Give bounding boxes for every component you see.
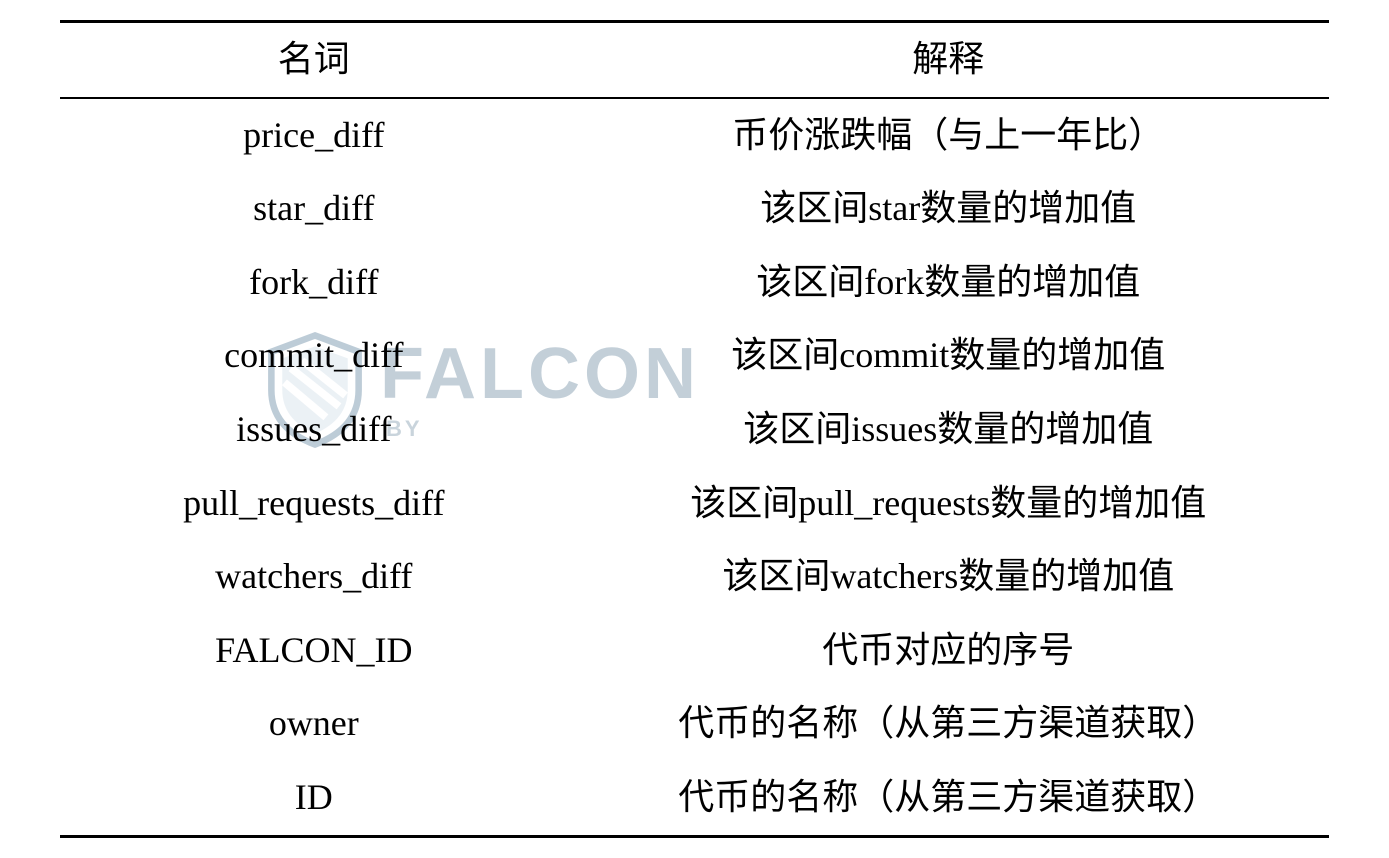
term-cell: commit_diff	[60, 319, 568, 393]
desc-cell: 代币的名称（从第三方渠道获取）	[568, 687, 1329, 761]
table-row: pull_requests_diff 该区间pull_requests数量的增加…	[60, 467, 1329, 541]
term-cell: price_diff	[60, 98, 568, 173]
term-cell: FALCON_ID	[60, 614, 568, 688]
desc-cell: 该区间pull_requests数量的增加值	[568, 467, 1329, 541]
table-row: owner 代币的名称（从第三方渠道获取）	[60, 687, 1329, 761]
desc-cell: 币价涨跌幅（与上一年比）	[568, 98, 1329, 173]
table-row: price_diff 币价涨跌幅（与上一年比）	[60, 98, 1329, 173]
glossary-table: 名词 解释 price_diff 币价涨跌幅（与上一年比） star_diff …	[60, 20, 1329, 838]
table-row: commit_diff 该区间commit数量的增加值	[60, 319, 1329, 393]
desc-cell: 代币的名称（从第三方渠道获取）	[568, 761, 1329, 836]
column-header-desc: 解释	[568, 22, 1329, 98]
table-row: watchers_diff 该区间watchers数量的增加值	[60, 540, 1329, 614]
term-cell: star_diff	[60, 172, 568, 246]
term-cell: fork_diff	[60, 246, 568, 320]
table-row: star_diff 该区间star数量的增加值	[60, 172, 1329, 246]
desc-cell: 代币对应的序号	[568, 614, 1329, 688]
desc-cell: 该区间fork数量的增加值	[568, 246, 1329, 320]
term-cell: owner	[60, 687, 568, 761]
term-cell: pull_requests_diff	[60, 467, 568, 541]
term-cell: watchers_diff	[60, 540, 568, 614]
desc-cell: 该区间commit数量的增加值	[568, 319, 1329, 393]
table-row: FALCON_ID 代币对应的序号	[60, 614, 1329, 688]
column-header-term: 名词	[60, 22, 568, 98]
table-header-row: 名词 解释	[60, 22, 1329, 98]
desc-cell: 该区间issues数量的增加值	[568, 393, 1329, 467]
term-cell: ID	[60, 761, 568, 836]
table-row: ID 代币的名称（从第三方渠道获取）	[60, 761, 1329, 836]
desc-cell: 该区间star数量的增加值	[568, 172, 1329, 246]
table-row: fork_diff 该区间fork数量的增加值	[60, 246, 1329, 320]
desc-cell: 该区间watchers数量的增加值	[568, 540, 1329, 614]
term-cell: issues_diff	[60, 393, 568, 467]
table-row: issues_diff 该区间issues数量的增加值	[60, 393, 1329, 467]
